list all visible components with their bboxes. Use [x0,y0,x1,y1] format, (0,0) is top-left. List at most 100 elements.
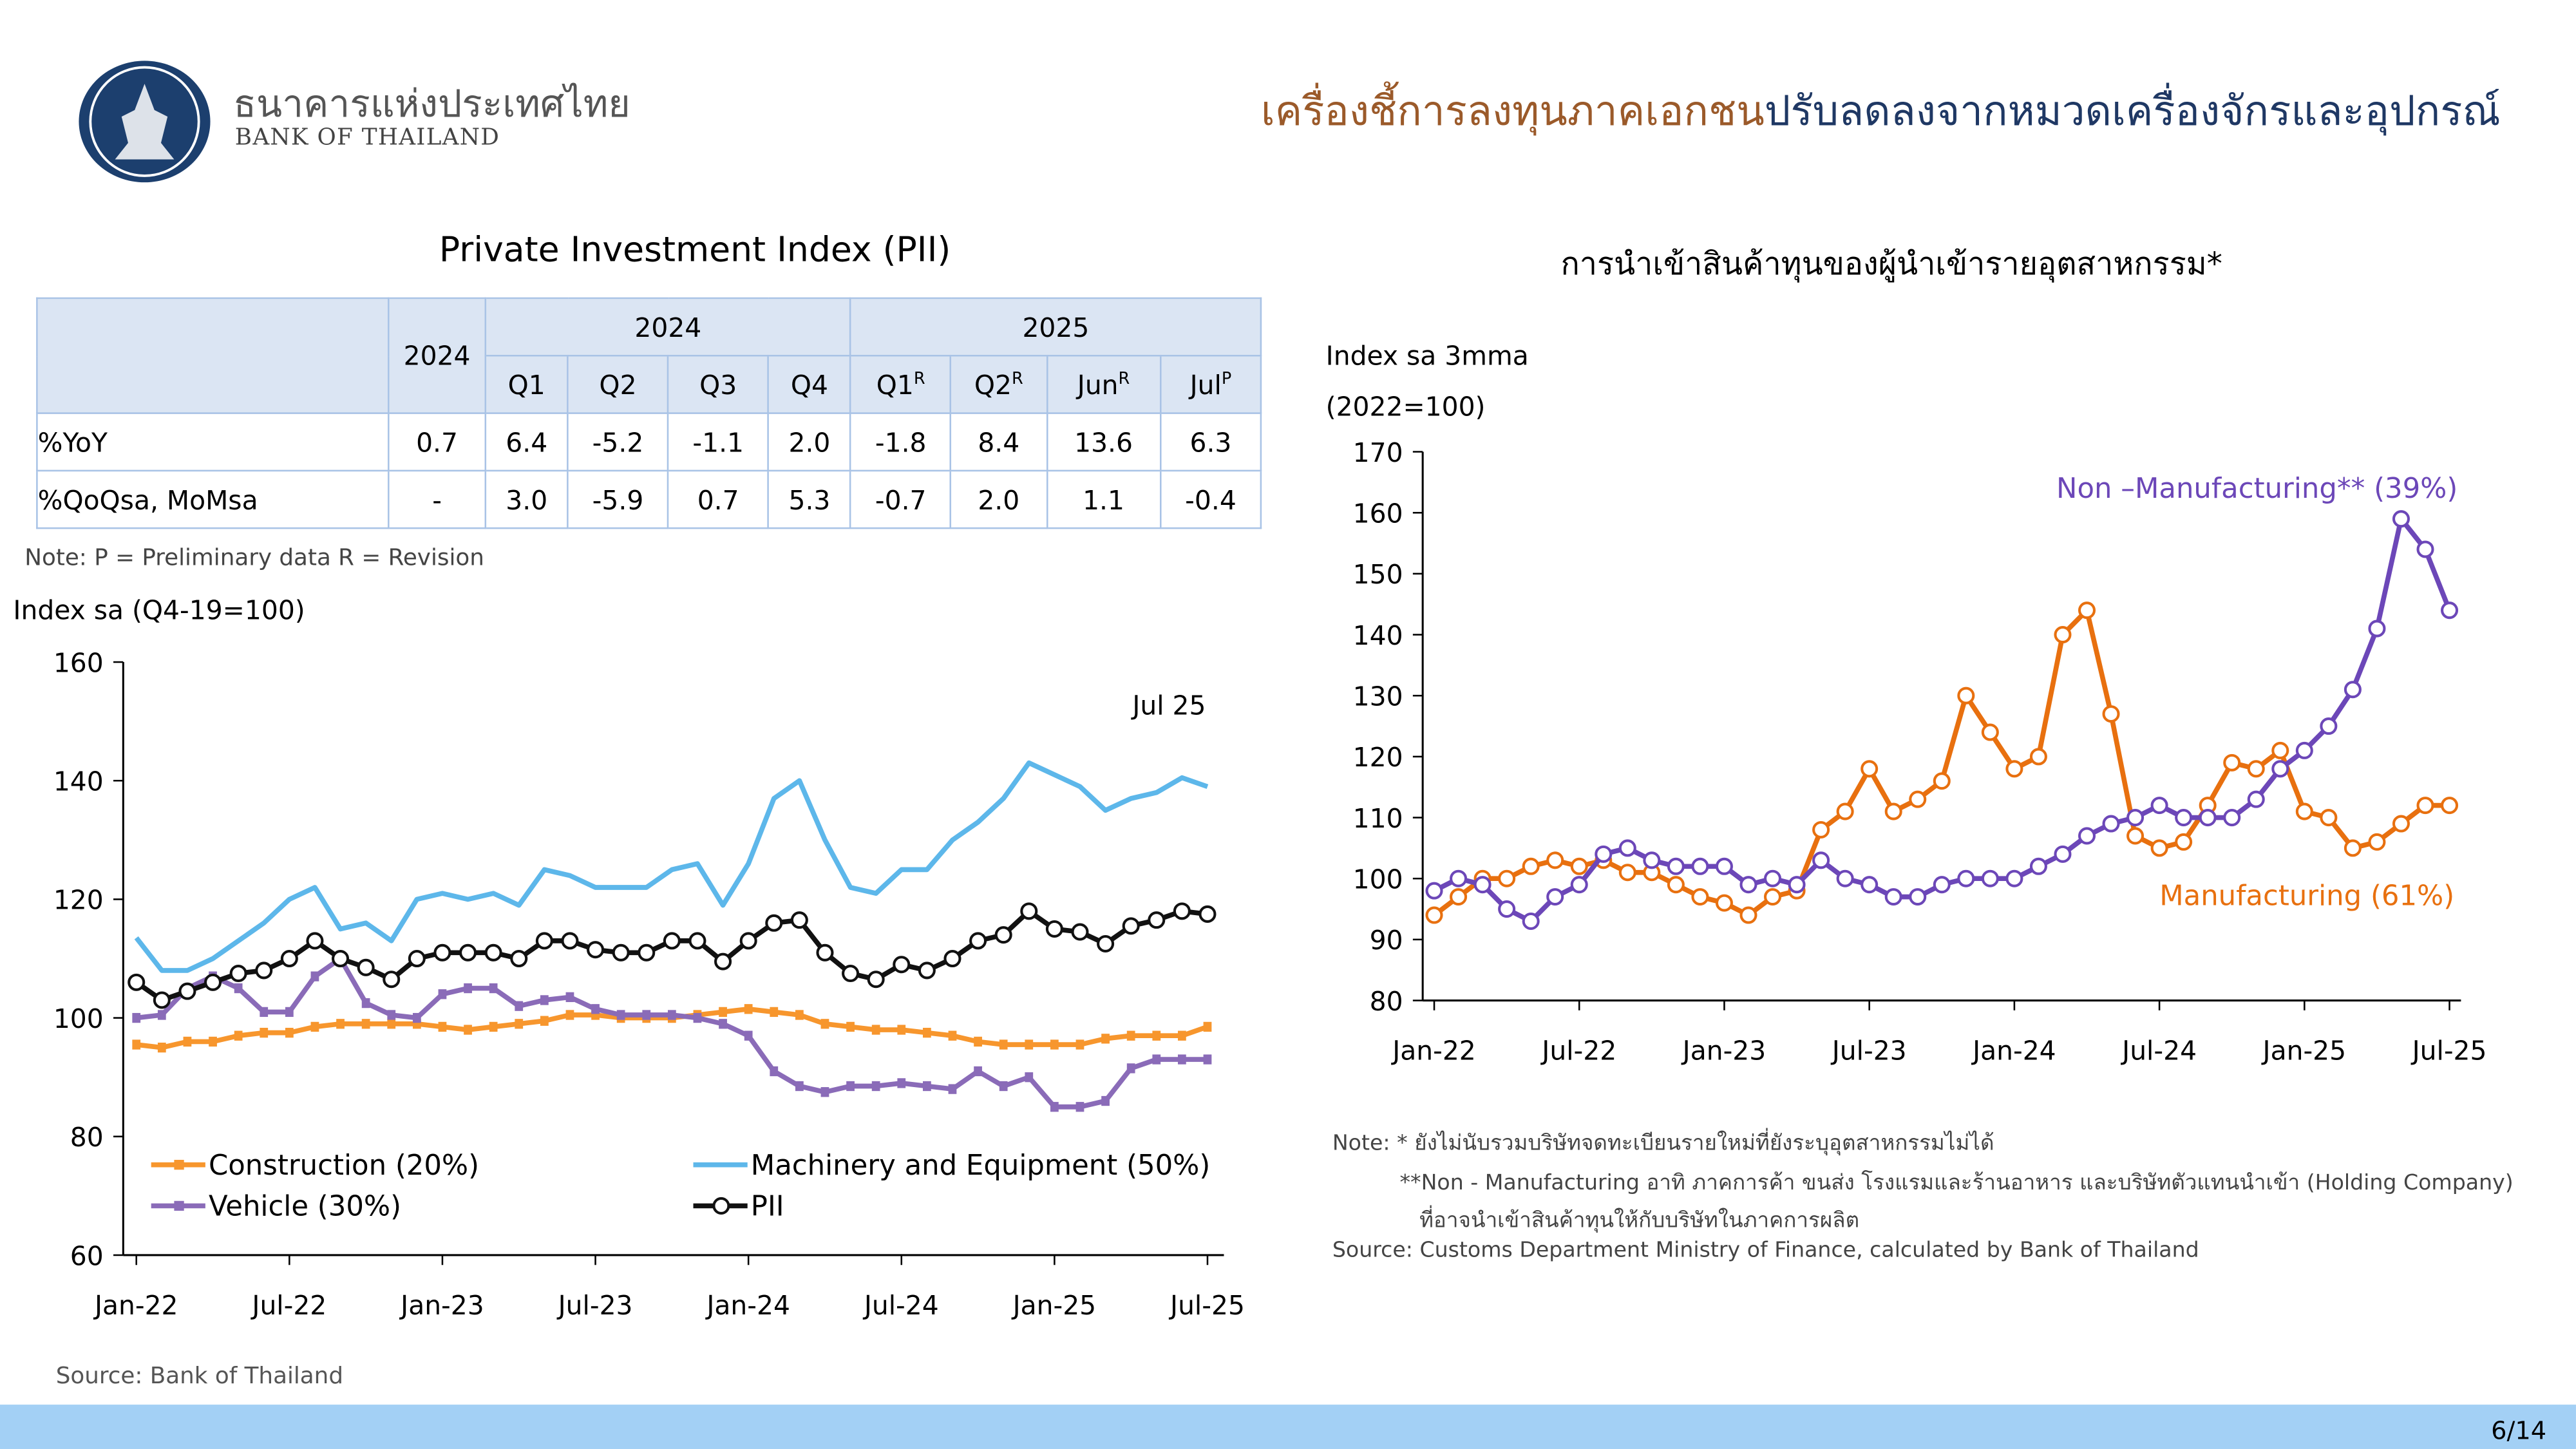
data-point [1957,869,1975,887]
data-point [2368,620,2386,638]
data-point [2441,601,2459,620]
data-point [867,971,885,989]
data-point [438,989,447,999]
pii-table: 2024 2024 2025 Q1 Q2 Q3 Q4 Q1R Q2R JunR JulP %Y… [36,297,1262,529]
data-point [1071,923,1089,941]
data-point [943,949,961,968]
data-point [1101,1034,1110,1044]
data-point [1152,1054,1161,1065]
data-point [157,1010,166,1020]
page-number: 6/14 [2491,1416,2547,1446]
data-point [744,1004,753,1014]
table-cell: 8.4 [950,412,1048,472]
data-point [2368,833,2386,851]
y-tick-label: 150 [1353,559,1403,590]
data-point [790,911,808,929]
data-point [153,991,171,1009]
table-cell: -5.9 [567,469,669,529]
table-note: Note: P = Preliminary data R = Revision [24,545,484,572]
data-point [1126,1063,1135,1074]
right-chart-ylabel2: (2022=100) [1325,391,1486,422]
data-point [1884,888,1902,906]
data-point [969,932,987,950]
data-point [948,1030,957,1041]
column-superscript: R [1011,370,1023,388]
x-tick-label: Jul-22 [1540,1035,1616,1066]
data-point [2150,797,2168,815]
data-point [719,1019,727,1029]
data-point [2223,753,2241,772]
column-header: Q2R [950,355,1048,414]
data-point [846,1021,855,1032]
data-point [387,1019,396,1029]
data-point [918,961,936,980]
data-point [2054,626,2072,644]
y-tick-label: 130 [1353,681,1403,712]
data-point [719,1007,727,1018]
data-point [1981,869,1999,887]
data-point [489,983,498,994]
data-point [667,1010,676,1020]
data-point [540,1016,549,1026]
data-point [285,1007,294,1018]
data-point [1097,934,1115,953]
data-point [1788,876,1806,894]
y-tick-label: 60 [70,1240,104,1271]
data-point [1957,687,1975,705]
table-cell: -1.1 [667,412,770,472]
bank-name-thai: ธนาคารแห่งประเทศไทย [233,84,630,127]
data-point [2271,760,2289,778]
legend-label: Vehicle (30%) [209,1191,401,1223]
data-point [714,952,732,971]
data-point [535,932,553,950]
data-point [306,932,324,950]
data-point [2416,540,2434,558]
table-cell: -0.7 [849,469,952,529]
data-point [693,1012,702,1023]
data-point [842,965,860,983]
data-point [1933,772,1951,790]
data-point [459,943,477,961]
row-label: %QoQsa, MoMsa [36,469,390,529]
data-point [922,1027,931,1038]
data-point [128,973,146,991]
data-point [2247,760,2265,778]
data-point [1715,857,1733,875]
data-point [2199,809,2217,827]
data-point [816,943,834,961]
x-tick-label: Jul-23 [1830,1035,1907,1066]
data-point [897,1078,906,1088]
data-point [770,1066,779,1077]
table-cell: -5.2 [567,412,669,472]
data-point [2029,748,2047,766]
right-note-1: Note: * ยังไม่นับรวมบริษัทจดทะเบียนรายให… [1332,1132,1994,1157]
data-point [209,1036,217,1047]
data-point [2102,815,2120,833]
data-point [1050,1039,1059,1050]
data-point [157,1042,166,1053]
y-tick-label: 100 [1353,864,1403,895]
table-cell: -1.8 [849,412,952,472]
data-point [616,1010,625,1020]
table-cell: 2.0 [767,412,852,472]
data-point [1691,888,1709,906]
data-point [1178,1030,1186,1041]
data-point [1020,902,1038,920]
data-point [974,1066,982,1077]
data-point [2005,869,2023,887]
data-point [795,1081,804,1092]
data-point [1025,1072,1034,1083]
data-point [510,949,528,968]
data-point [2320,717,2338,735]
y-tick-label: 80 [1370,986,1403,1017]
y-tick-label: 110 [1353,803,1403,834]
data-point [1861,760,1879,778]
data-point [2175,809,2193,827]
table-title: Private Investment Index (PII) [439,230,951,270]
data-point [336,1019,345,1029]
data-point [1075,1039,1084,1050]
column-label: Q2 [599,368,637,401]
column-header: Q1 [484,355,569,414]
data-point [515,1019,524,1029]
data-point [1667,876,1685,894]
